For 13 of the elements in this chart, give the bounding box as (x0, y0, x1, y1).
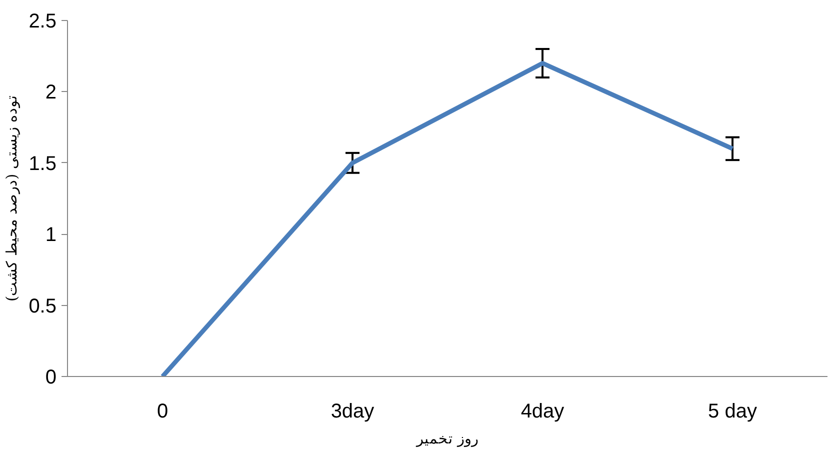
y-axis-title: توده زیستی (درصد محیط کشت) (4, 95, 21, 302)
y-tick-label: 1.5 (28, 152, 57, 175)
line-series (160, 60, 735, 376)
x-tick-label: 0 (156, 400, 168, 422)
x-tick-label: 4day (520, 400, 564, 422)
y-tick-label: 1 (45, 224, 56, 246)
y-tick-label: 0.5 (28, 295, 57, 318)
x-axis-title: روز تخمیر (416, 430, 478, 448)
y-tick-label: 2 (45, 82, 56, 104)
y-tick-label: 2.5 (28, 10, 57, 32)
y-tick-label: 0 (45, 366, 56, 388)
x-tick-label: 3day (330, 400, 374, 422)
x-tick-label: 5 day (708, 400, 757, 422)
